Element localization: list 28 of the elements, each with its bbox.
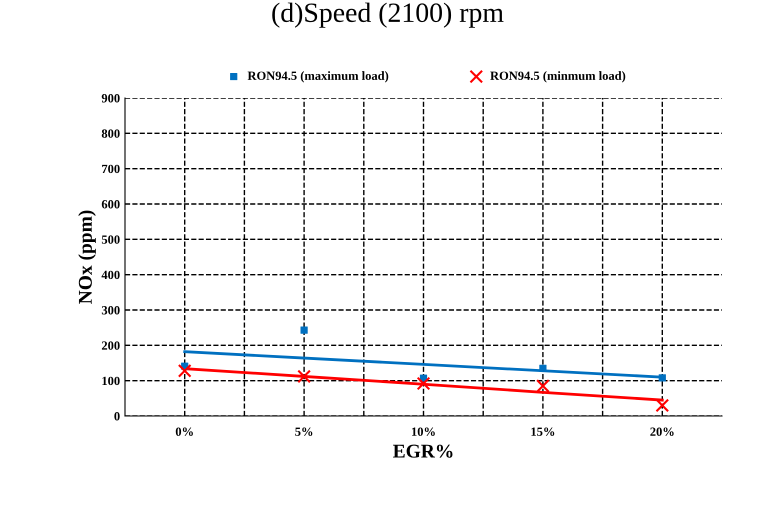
- legend-label: RON94.5 (maximum load): [248, 71, 388, 82]
- x-tick-label: 20%: [650, 427, 674, 436]
- point: [536, 379, 550, 393]
- point: [297, 370, 311, 384]
- point: [178, 364, 192, 378]
- x-tick-label: 15%: [531, 427, 554, 436]
- point: [416, 376, 430, 390]
- y-tick-label: 200: [102, 341, 120, 350]
- point: [655, 398, 670, 412]
- point: [658, 374, 666, 382]
- chart-title: (d)Speed (2100) rpm: [272, 2, 504, 28]
- y-tick-label: 400: [102, 270, 120, 280]
- y-tick-label: 100: [102, 376, 120, 386]
- y-tick-label: 500: [102, 235, 120, 244]
- x-tick-label: 5%: [295, 427, 312, 436]
- legend-label: RON94.5 (minmum load): [490, 71, 626, 82]
- y-tick-label: 600: [102, 200, 120, 208]
- x-axis-title: EGR%: [393, 444, 452, 458]
- point: [539, 364, 547, 372]
- y-tick-label: 300: [102, 306, 120, 314]
- y-tick-label: 900: [102, 94, 120, 102]
- y-tick-label: 800: [102, 129, 120, 138]
- point: [300, 326, 308, 334]
- x-tick-label: 10%: [412, 427, 435, 436]
- y-axis-title: NOx (ppm): [78, 210, 96, 304]
- y-tick-label: 700: [102, 164, 120, 174]
- y-tick-label: 0: [114, 412, 120, 420]
- x-tick-label: 0%: [176, 427, 193, 436]
